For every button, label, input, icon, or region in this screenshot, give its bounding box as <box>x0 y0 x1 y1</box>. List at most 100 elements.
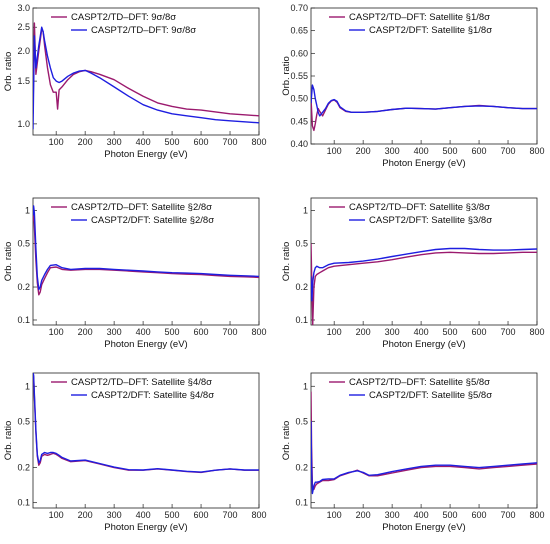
x-tick-label: 500 <box>165 327 180 337</box>
x-tick-label: 800 <box>251 137 266 147</box>
y-axis-label: Orb. ratio <box>3 52 14 92</box>
legend-entry: CASPT2/TD–DFT: Satellite §5/8σ <box>349 377 490 388</box>
y-tick-label: 0.1 <box>295 315 308 325</box>
x-tick-label: 400 <box>414 510 429 520</box>
x-tick-label: 200 <box>78 137 93 147</box>
chart-panel-4: 100 200 300 400 500 600 700 800 0.1 0.2 0.5 1 Photon… <box>281 197 545 350</box>
y-tick-label: 2.0 <box>17 46 30 56</box>
y-tick-label: 1 <box>303 381 308 391</box>
y-tick-label: 1.0 <box>17 119 30 129</box>
y-tick-label: 0.2 <box>17 463 30 473</box>
x-tick-label: 700 <box>223 510 238 520</box>
x-tick-label: 400 <box>414 327 429 337</box>
x-tick-label: 400 <box>136 327 151 337</box>
y-tick-label: 1 <box>25 381 30 391</box>
x-tick-label: 200 <box>356 510 371 520</box>
y-axis-label: Orb. ratio <box>3 421 14 461</box>
legend-entry: CASPT2/TD–DFT: Satellite §3/8σ <box>349 202 490 213</box>
x-tick-label: 100 <box>327 146 342 156</box>
x-tick-label: 800 <box>529 510 544 520</box>
y-tick-label: 0.5 <box>295 238 308 248</box>
plot-frame <box>32 197 260 326</box>
y-tick-label: 0.1 <box>295 498 308 508</box>
x-tick-label: 400 <box>136 137 151 147</box>
legend-entry: CASPT2/DFT: Satellite §4/8σ <box>91 390 214 401</box>
x-tick-label: 400 <box>136 510 151 520</box>
x-tick-label: 800 <box>529 327 544 337</box>
x-tick-label: 200 <box>78 510 93 520</box>
y-axis-label: Orb. ratio <box>281 242 292 282</box>
x-tick-label: 400 <box>414 146 429 156</box>
series-line-2 <box>311 247 537 302</box>
x-tick-label: 500 <box>165 510 180 520</box>
y-tick-label: 0.5 <box>17 416 30 426</box>
x-tick-label: 800 <box>251 510 266 520</box>
y-tick-label: 0.65 <box>290 26 308 36</box>
x-tick-label: 600 <box>194 327 209 337</box>
chart-panel-6: 100 200 300 400 500 600 700 800 0.1 0.2 0.5 1 Photon… <box>281 372 545 533</box>
x-tick-label: 200 <box>78 327 93 337</box>
y-tick-label: 0.40 <box>290 139 308 149</box>
x-tick-label: 600 <box>194 510 209 520</box>
x-axis-label: Photon Energy (eV) <box>104 149 187 160</box>
y-tick-label: 0.50 <box>290 94 308 104</box>
chart-panel-2: 100 200 300 400 500 600 700 800 0.40 0.45 0.50 0.55… <box>281 3 545 169</box>
x-tick-label: 100 <box>49 510 64 520</box>
x-tick-label: 200 <box>356 146 371 156</box>
x-tick-label: 500 <box>165 137 180 147</box>
y-tick-label: 3.0 <box>17 3 30 13</box>
legend-entry: CASPT2/TD–DFT: 9σ/8σ <box>71 12 176 23</box>
legend-entry: CASPT2/TD–DFT: Satellite §1/8σ <box>349 12 490 23</box>
x-tick-label: 700 <box>501 510 516 520</box>
x-tick-label: 200 <box>356 327 371 337</box>
x-tick-label: 500 <box>443 146 458 156</box>
y-tick-label: 0.2 <box>17 282 30 292</box>
legend-entry: CASPT2/DFT: Satellite §2/8σ <box>91 215 214 226</box>
chart-panel-1: 100 200 300 400 500 600 700 800 1.0 1.5 2.0 2.5 3.0 P… <box>3 3 267 160</box>
x-axis-label: Photon Energy (eV) <box>382 522 465 533</box>
y-tick-label: 2.5 <box>17 22 30 32</box>
x-tick-label: 600 <box>472 510 487 520</box>
x-tick-label: 600 <box>194 137 209 147</box>
series-line-1 <box>311 391 537 491</box>
x-tick-label: 500 <box>443 327 458 337</box>
legend-entry: CASPT2/DFT: Satellite §3/8σ <box>369 215 492 226</box>
y-tick-label: 0.5 <box>17 238 30 248</box>
y-tick-label: 0.1 <box>17 315 30 325</box>
y-tick-label: 0.55 <box>290 71 308 81</box>
x-tick-label: 500 <box>443 510 458 520</box>
series-line-2 <box>311 421 537 495</box>
x-tick-label: 300 <box>107 137 122 147</box>
x-tick-label: 300 <box>107 510 122 520</box>
y-tick-label: 0.5 <box>295 416 308 426</box>
plot-frame <box>32 372 260 509</box>
x-tick-label: 300 <box>385 327 400 337</box>
x-tick-label: 300 <box>107 327 122 337</box>
chart-panel-5: 100 200 300 400 500 600 700 800 0.1 0.2 0.5 1 Photon… <box>3 372 267 533</box>
x-tick-label: 300 <box>385 146 400 156</box>
x-tick-label: 700 <box>223 137 238 147</box>
series-line-2 <box>33 373 259 473</box>
y-tick-label: 0.1 <box>17 498 30 508</box>
x-tick-label: 100 <box>49 137 64 147</box>
y-axis-label: Orb. ratio <box>281 421 292 461</box>
y-axis-label: Orb. ratio <box>3 242 14 282</box>
y-tick-label: 0.45 <box>290 116 308 126</box>
x-tick-label: 100 <box>49 327 64 337</box>
y-tick-label: 1 <box>25 205 30 215</box>
series-line-1 <box>311 98 537 132</box>
y-tick-label: 0.70 <box>290 3 308 13</box>
legend-entry: CASPT2/DFT: Satellite §5/8σ <box>369 390 492 401</box>
x-tick-label: 600 <box>472 327 487 337</box>
chart-panel-3: 100 200 300 400 500 600 700 800 0.1 0.2 0.5 1 Photon… <box>3 197 267 350</box>
y-tick-label: 1.5 <box>17 76 30 86</box>
series-line-1 <box>311 243 537 325</box>
series-line-2 <box>311 84 537 117</box>
x-tick-label: 100 <box>327 327 342 337</box>
series-line-2 <box>33 205 259 291</box>
y-tick-label: 0.60 <box>290 48 308 58</box>
x-axis-label: Photon Energy (eV) <box>382 339 465 350</box>
x-axis-label: Photon Energy (eV) <box>382 158 465 169</box>
x-tick-label: 300 <box>385 510 400 520</box>
